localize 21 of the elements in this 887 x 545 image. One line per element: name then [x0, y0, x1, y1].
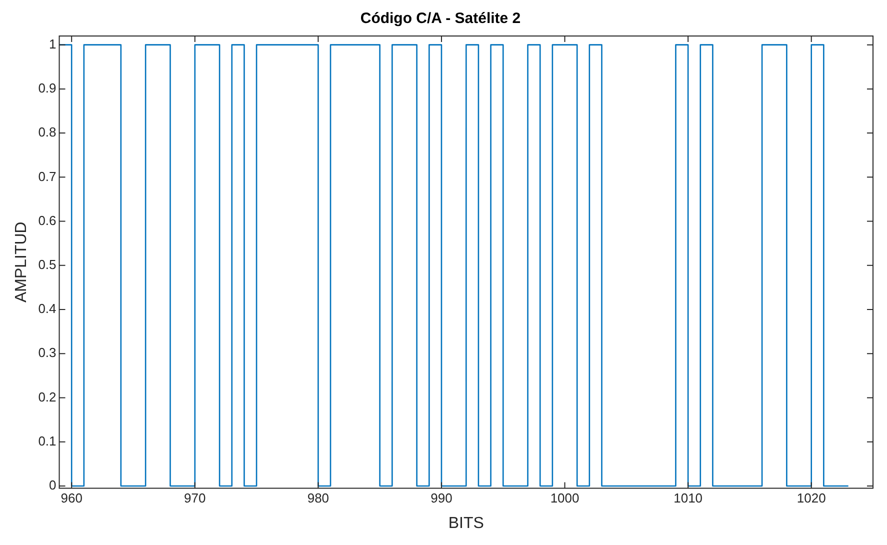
x-tick-label: 990	[430, 490, 452, 506]
y-tick-label: 0.3	[38, 345, 56, 360]
y-tick-label: 0.1	[38, 433, 56, 448]
y-tick-label: 0.4	[38, 301, 56, 316]
y-tick-label: 0.6	[38, 212, 56, 228]
y-tick-label: 0.7	[38, 168, 56, 184]
y-axis-title: AMPLITUD	[13, 222, 30, 303]
x-axis-title: BITS	[448, 514, 484, 532]
x-tick-label: 970	[184, 490, 206, 506]
y-tick-label: 0.2	[38, 389, 56, 404]
x-tick-label: 1010	[674, 490, 703, 506]
x-tick-label: 1000	[550, 490, 580, 506]
y-tick-label: 1	[49, 36, 56, 52]
y-tick-label: 0.9	[38, 80, 56, 96]
y-tick-label: 0	[49, 478, 56, 493]
x-tick-label: 980	[307, 490, 330, 506]
y-tick-label: 0.8	[38, 124, 56, 140]
y-tick-label: 0.5	[38, 256, 56, 272]
x-tick-label: 960	[60, 490, 82, 506]
x-tick-label: 1020	[796, 490, 826, 506]
chart-title: Código C/A - Satélite 2	[360, 10, 521, 28]
